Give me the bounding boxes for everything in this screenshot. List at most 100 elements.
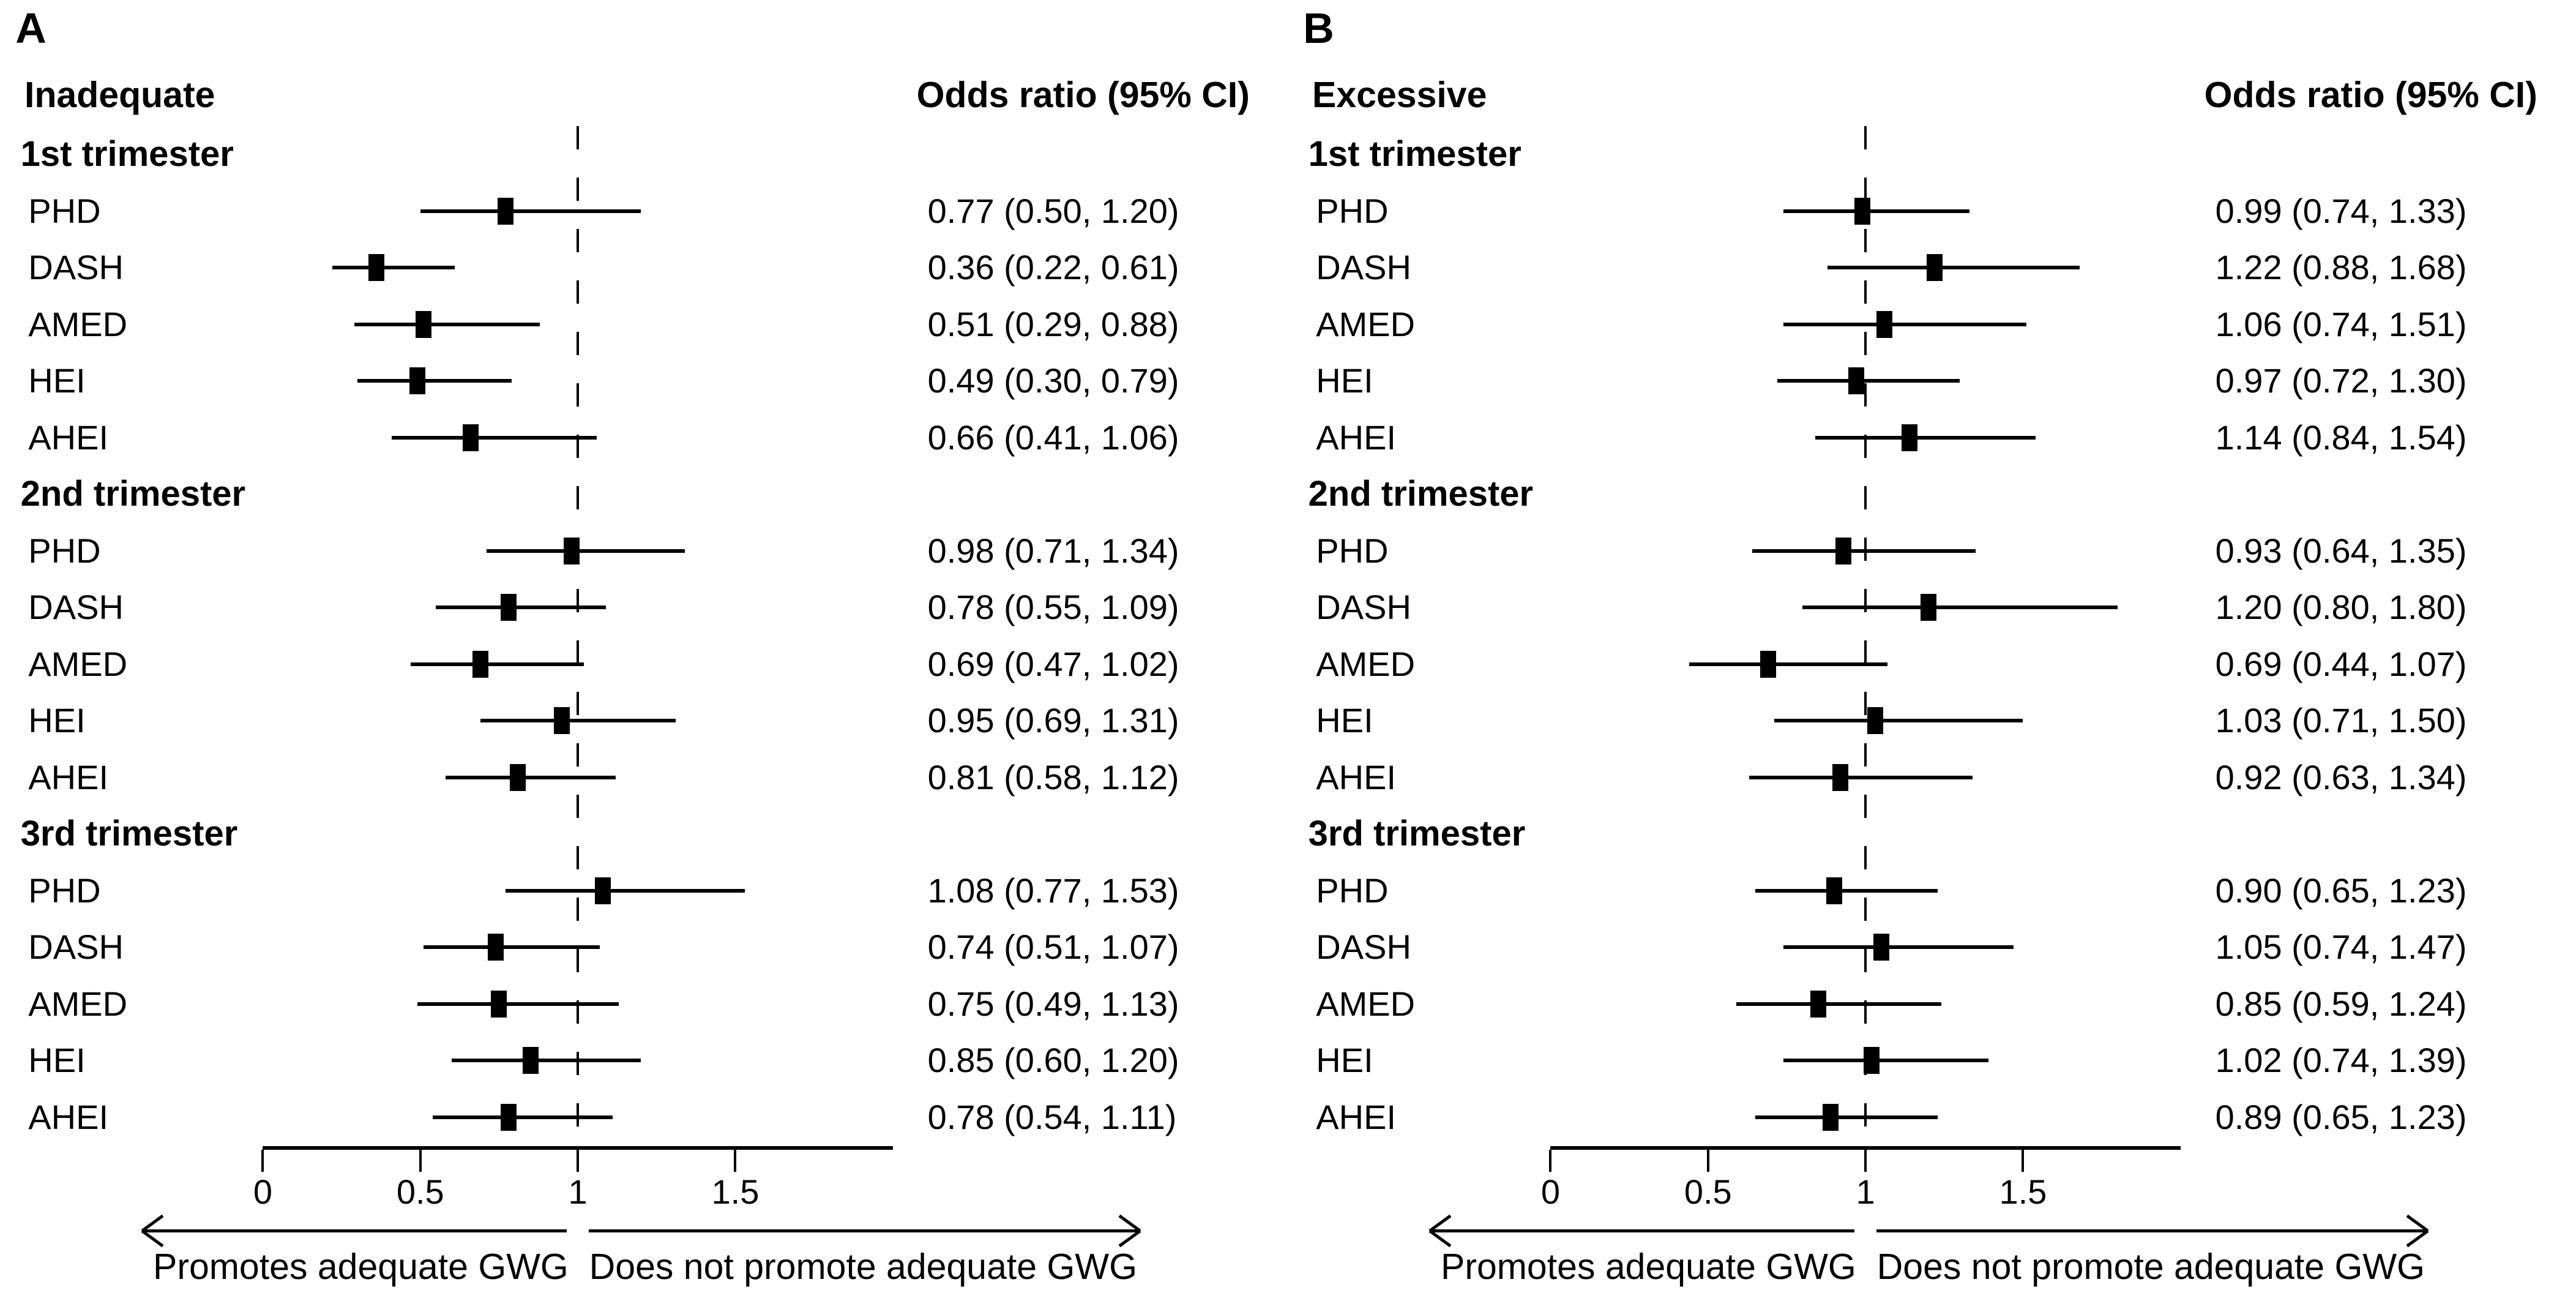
- or-ci-value: 1.02 (0.74, 1.39): [2215, 1041, 2467, 1079]
- forest-row: PHD 0.99 (0.74, 1.33): [1288, 183, 2576, 240]
- or-ci-value: 0.90 (0.65, 1.23): [2215, 871, 2467, 910]
- or-ci-value: 0.97 (0.72, 1.30): [2215, 361, 2467, 400]
- diet-score-label: PHD: [1316, 531, 1389, 570]
- diet-score-label: AMED: [1316, 644, 1416, 683]
- axis-tick-label: 1.5: [711, 1172, 760, 1211]
- or-ci-value: 0.78 (0.54, 1.11): [927, 1097, 1177, 1136]
- or-ci-value: 1.22 (0.88, 1.68): [2215, 248, 2467, 287]
- diet-score-label: HEI: [1316, 361, 1373, 400]
- or-ci-value: 0.74 (0.51, 1.07): [927, 928, 1179, 966]
- or-marker: [510, 763, 526, 791]
- or-marker: [1902, 424, 1918, 451]
- panel-subtitle: Inadequate: [24, 75, 215, 115]
- or-marker: [1927, 254, 1943, 281]
- or-marker: [472, 650, 488, 678]
- ci-line: [1752, 549, 1976, 553]
- forest-row: AHEI 0.89 (0.65, 1.23): [1288, 1089, 2576, 1146]
- or-marker: [1826, 877, 1842, 904]
- or-marker: [595, 877, 611, 904]
- forest-row: AMED 0.69 (0.44, 1.07): [1288, 636, 2576, 693]
- or-marker: [563, 537, 580, 564]
- axis-tick: [1864, 1150, 1867, 1172]
- or-ci-value: 1.05 (0.74, 1.47): [2215, 928, 2467, 966]
- panel-subtitle: Excessive: [1312, 75, 1487, 115]
- forest-rows: 1st trimester PHD 0.77 (0.50, 1.20) DASH 0.3…: [0, 126, 1288, 1145]
- ci-line: [411, 662, 584, 666]
- left-arrow-label: Promotes adequate GWG: [152, 1247, 569, 1287]
- forest-row: DASH 0.78 (0.55, 1.09): [0, 579, 1288, 636]
- forest-row: AHEI 1.14 (0.84, 1.54): [1288, 410, 2576, 467]
- group-header-row: 2nd trimester: [0, 466, 1288, 523]
- reference-line: [1864, 126, 1867, 1147]
- axis-tick: [734, 1150, 737, 1172]
- forest-row: DASH 1.05 (0.74, 1.47): [1288, 919, 2576, 976]
- or-ci-value: 0.69 (0.44, 1.07): [2215, 644, 2467, 683]
- or-marker: [491, 990, 507, 1018]
- or-marker: [1823, 1103, 1839, 1131]
- forest-row: AMED 0.85 (0.59, 1.24): [1288, 976, 2576, 1033]
- right-arrow-label: Does not promote adequate GWG: [589, 1247, 1137, 1287]
- axis-tick: [261, 1150, 264, 1172]
- forest-row: HEI 1.03 (0.71, 1.50): [1288, 692, 2576, 749]
- diet-score-label: AHEI: [1316, 757, 1396, 797]
- diet-score-label: AHEI: [28, 757, 108, 797]
- ci-line: [486, 549, 685, 553]
- diet-score-label: AHEI: [1316, 418, 1396, 457]
- or-ci-value: 1.06 (0.74, 1.51): [2215, 304, 2467, 343]
- or-ci-value: 0.92 (0.63, 1.34): [2215, 757, 2467, 797]
- axis-tick-label: 0: [1540, 1172, 1560, 1211]
- diet-score-label: AMED: [28, 304, 128, 343]
- trimester-group-label: 1st trimester: [20, 134, 234, 174]
- ci-line: [1777, 379, 1960, 383]
- forest-row: AMED 0.75 (0.49, 1.13): [0, 976, 1288, 1033]
- forest-row: AMED 0.51 (0.29, 0.88): [0, 296, 1288, 353]
- ci-line: [1802, 606, 2118, 609]
- diet-score-label: HEI: [1316, 701, 1373, 740]
- axis-tick: [1549, 1150, 1552, 1172]
- forest-row: PHD 0.98 (0.71, 1.34): [0, 523, 1288, 580]
- or-marker: [1760, 650, 1776, 678]
- diet-score-label: DASH: [28, 928, 124, 966]
- or-ci-value: 0.99 (0.74, 1.33): [2215, 191, 2467, 230]
- forest-row: AHEI 0.92 (0.63, 1.34): [1288, 749, 2576, 806]
- or-ci-value: 0.81 (0.58, 1.12): [927, 757, 1179, 797]
- ci-line: [1783, 322, 2026, 326]
- trimester-group-label: 2nd trimester: [20, 474, 246, 514]
- diet-score-label: PHD: [1316, 871, 1389, 910]
- diet-score-label: DASH: [28, 248, 124, 287]
- or-ci-value: 0.89 (0.65, 1.23): [2215, 1097, 2467, 1136]
- or-marker: [1867, 707, 1883, 734]
- or-ci-value: 0.78 (0.55, 1.09): [927, 588, 1179, 626]
- or-ci-value: 0.36 (0.22, 0.61): [927, 248, 1179, 287]
- or-marker: [488, 934, 504, 961]
- ci-line: [480, 719, 676, 722]
- x-axis-line: [263, 1146, 893, 1150]
- x-axis-line: [1550, 1146, 2181, 1150]
- ci-line: [392, 435, 597, 440]
- ci-line: [332, 266, 455, 269]
- ci-line: [505, 888, 745, 893]
- axis-tick-label: 0.5: [396, 1172, 444, 1211]
- right-arrow-label: Does not promote adequate GWG: [1876, 1247, 2425, 1287]
- trimester-group-label: 1st trimester: [1308, 134, 1521, 174]
- or-marker: [554, 707, 570, 734]
- or-ci-value: 0.51 (0.29, 0.88): [927, 304, 1179, 343]
- diet-score-label: AHEI: [28, 1097, 108, 1136]
- axis-tick-label: 1.5: [1999, 1172, 2047, 1211]
- or-ci-value: 0.75 (0.49, 1.13): [927, 984, 1179, 1023]
- or-ci-value: 1.20 (0.80, 1.80): [2215, 588, 2467, 626]
- forest-row: HEI 1.02 (0.74, 1.39): [1288, 1032, 2576, 1089]
- forest-row: PHD 1.08 (0.77, 1.53): [0, 863, 1288, 920]
- diet-score-label: PHD: [28, 871, 101, 910]
- forest-row: PHD 0.93 (0.64, 1.35): [1288, 523, 2576, 580]
- diet-score-label: PHD: [1316, 191, 1389, 230]
- forest-row: AHEI 0.81 (0.58, 1.12): [0, 749, 1288, 806]
- panel-label: A: [15, 4, 47, 52]
- or-ci-value: 0.85 (0.59, 1.24): [2215, 984, 2467, 1023]
- forest-row: DASH 1.20 (0.80, 1.80): [1288, 579, 2576, 636]
- diet-score-label: AMED: [28, 644, 128, 683]
- forest-row: HEI 0.95 (0.69, 1.31): [0, 692, 1288, 749]
- group-header-row: 2nd trimester: [1288, 466, 2576, 523]
- or-ci-value: 0.98 (0.71, 1.34): [927, 531, 1179, 570]
